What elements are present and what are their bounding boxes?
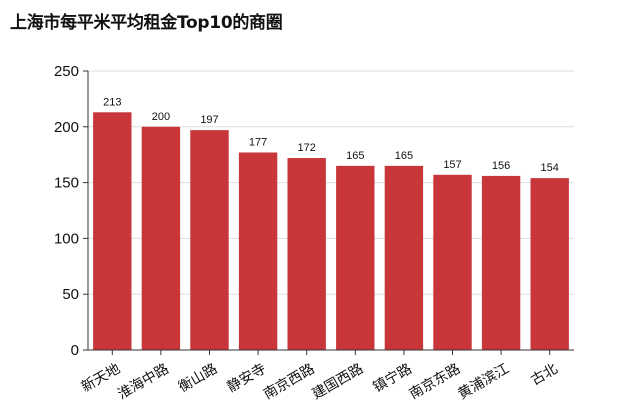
- x-tick-label: 南京西路: [261, 361, 317, 402]
- x-tick-label: 南京东路: [407, 361, 463, 402]
- bar: [238, 152, 278, 350]
- bar: [433, 174, 472, 350]
- data-label: 200: [152, 111, 170, 123]
- bar: [287, 158, 326, 350]
- bar: [190, 130, 229, 350]
- y-tick-label: 0: [71, 342, 79, 359]
- bar: [481, 175, 521, 350]
- data-label: 157: [443, 159, 461, 171]
- bar: [141, 126, 181, 350]
- data-label: 213: [103, 96, 121, 108]
- data-label: 165: [395, 150, 413, 162]
- x-tick-label: 黄浦滨江: [455, 360, 512, 402]
- y-tick-label: 100: [54, 230, 79, 247]
- bar: [530, 178, 569, 350]
- x-tick-label: 衡山路: [176, 361, 220, 396]
- x-tick-label: 建国西路: [310, 361, 366, 402]
- bar: [384, 165, 424, 350]
- bar: [336, 165, 375, 350]
- y-tick-label: 250: [54, 63, 79, 80]
- data-label: 154: [541, 162, 559, 174]
- axes: [83, 70, 574, 355]
- data-label: 165: [346, 150, 364, 162]
- bar: [93, 112, 132, 351]
- y-tick-label: 50: [62, 286, 79, 303]
- x-tick-label: 古北: [528, 361, 560, 389]
- x-tick-label: 淮海中路: [115, 361, 171, 402]
- data-label: 197: [200, 114, 218, 126]
- y-tick-label: 150: [54, 175, 79, 192]
- bars: [93, 112, 569, 351]
- chart-title: 上海市每平米平均租金Top10的商圈: [10, 13, 283, 33]
- data-label: 156: [492, 160, 510, 172]
- data-label: 172: [298, 142, 316, 154]
- data-label: 177: [249, 136, 267, 148]
- y-tick-label: 200: [54, 119, 79, 136]
